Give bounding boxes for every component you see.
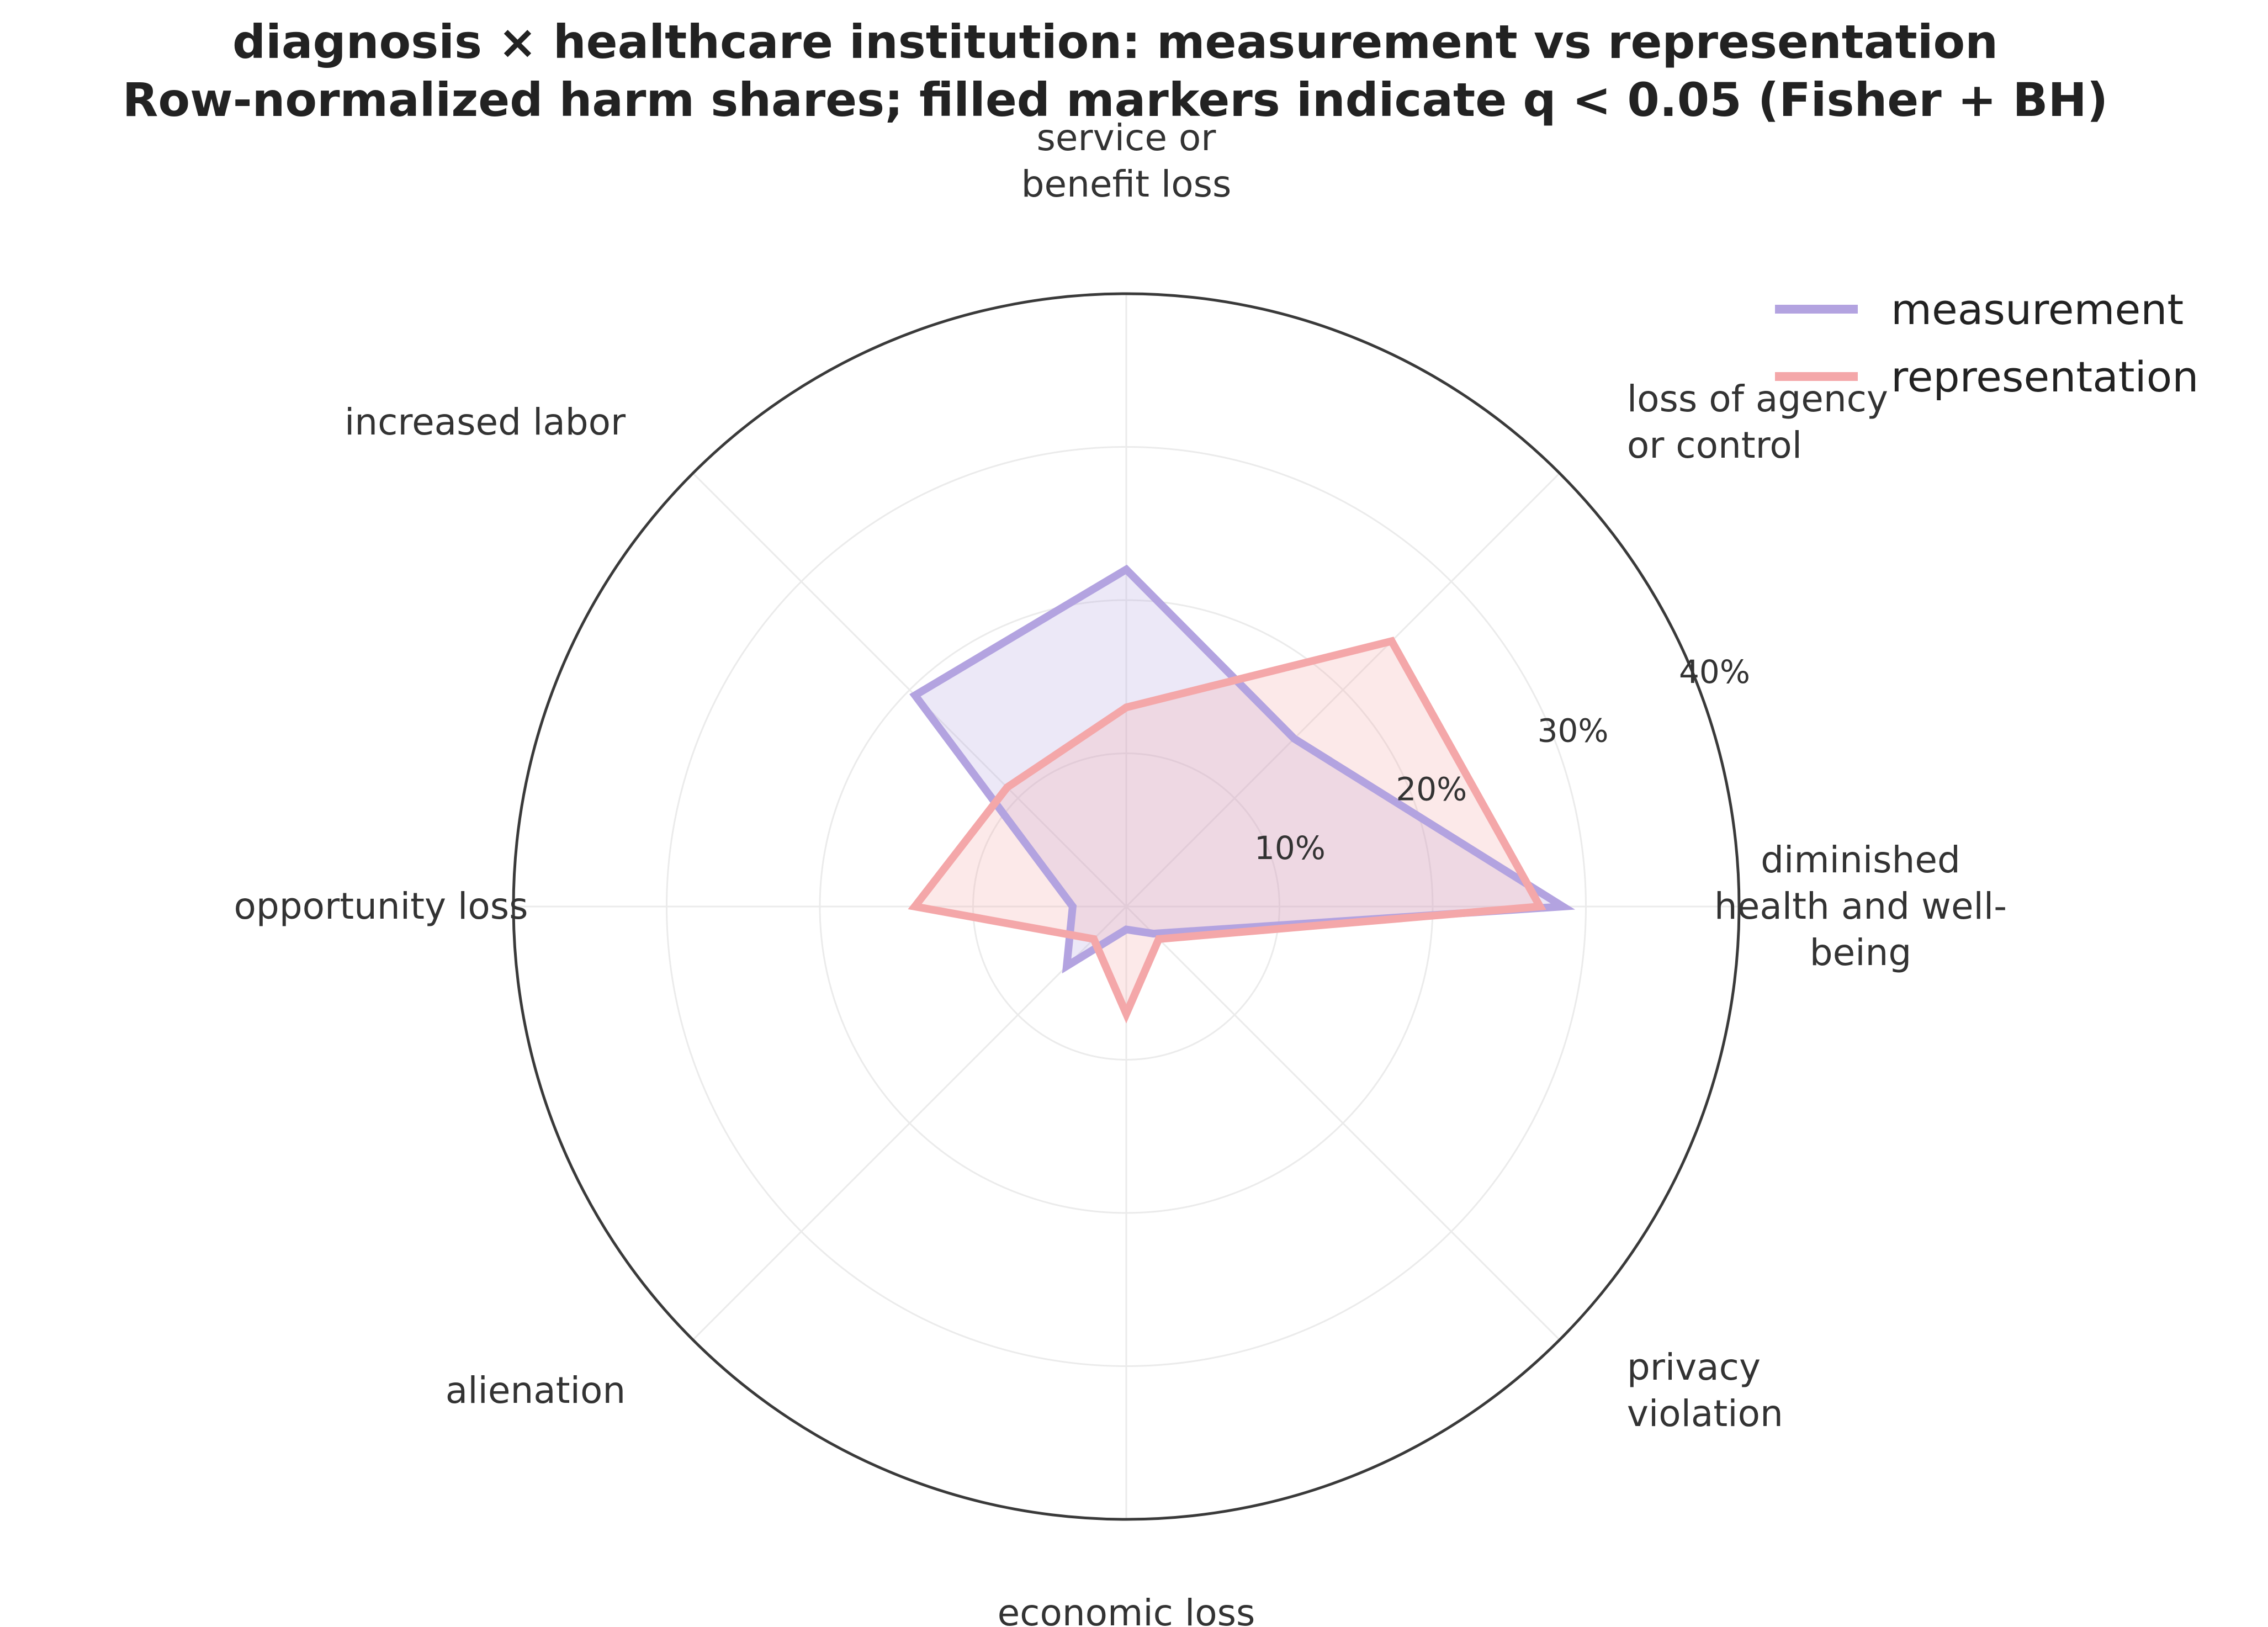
legend: measurement representation (1775, 285, 2198, 401)
radial-tick-1: 10% (1254, 829, 1326, 867)
radial-tick-2: 20% (1396, 771, 1467, 808)
radial-grid (513, 294, 1739, 1519)
axis-label-8: privacy violation (1627, 1346, 1783, 1435)
outer-frame (512, 292, 1741, 1521)
axis-label-5: opportunity loss (234, 885, 528, 928)
legend-label-measurement: measurement (1891, 285, 2184, 334)
grid-spoke-6 (692, 905, 1127, 1340)
grid-spoke-8 (1125, 905, 1560, 1340)
axis-label-4: increased labor (345, 401, 626, 443)
title-line-2: Row-normalized harm shares; filled marke… (123, 73, 2108, 127)
axis-label-2: loss of agency or control (1627, 378, 1888, 467)
axis-label-1: diminished health and well-being (1714, 839, 2007, 974)
axis-label-7: economic loss (998, 1592, 1255, 1627)
radial-tick-4: 40% (1679, 653, 1750, 691)
series-polygons (908, 564, 1576, 1024)
series-fill-measurement (915, 569, 1563, 966)
title-line-1: diagnosis × healthcare institution: meas… (232, 15, 1998, 69)
series-line-representation (908, 637, 1546, 1024)
axis-label-3: service or benefit loss (1021, 116, 1232, 205)
radial-tick-3: 30% (1538, 712, 1609, 749)
grid-spoke-2 (1125, 473, 1560, 908)
chart-title: diagnosis × healthcare institution: meas… (123, 15, 2108, 127)
outer-circle (512, 292, 1741, 1521)
category-labels: diminished health and well-being loss of a… (234, 116, 2007, 1627)
legend-label-representation: representation (1891, 352, 2198, 401)
grid-spoke-4 (692, 473, 1127, 908)
radial-tick-labels: 10% 20% 30% 40% (1254, 653, 1750, 867)
axis-label-6: alienation (446, 1369, 626, 1412)
